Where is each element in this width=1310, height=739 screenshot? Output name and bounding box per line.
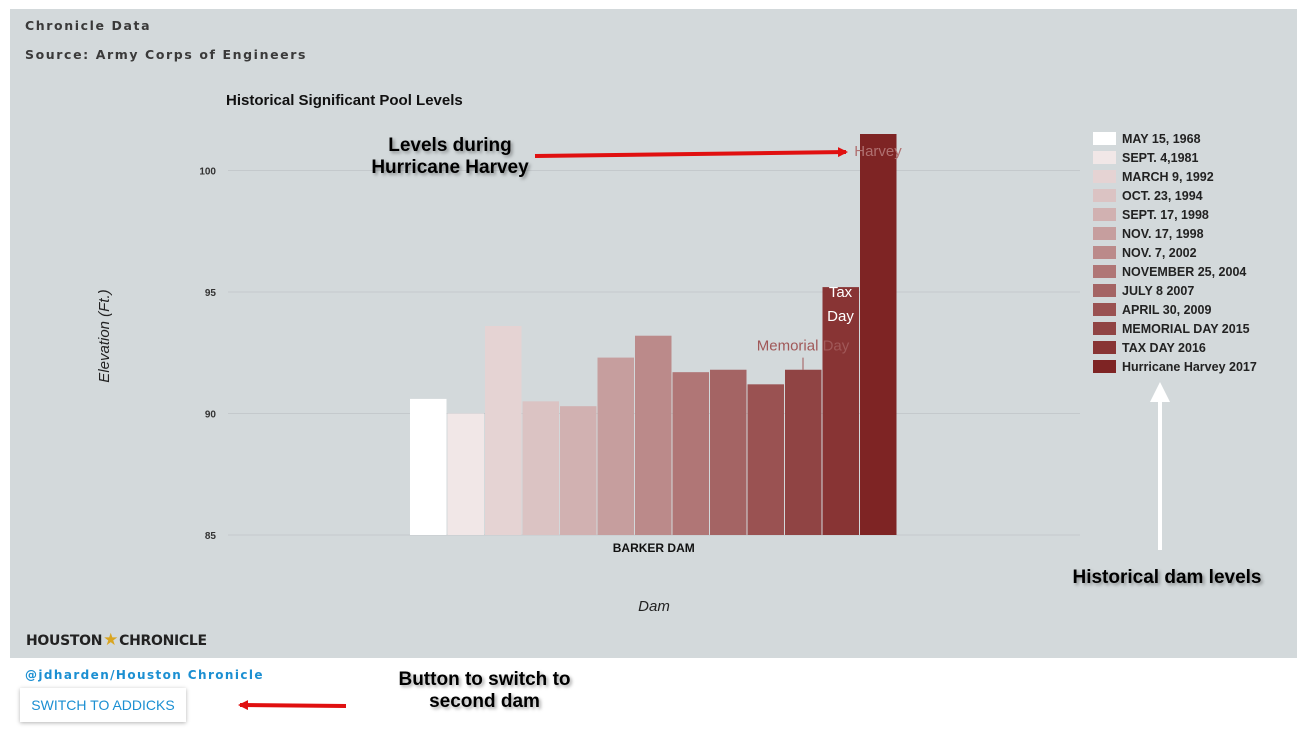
- legend-label: MARCH 9, 1992: [1122, 170, 1214, 184]
- legend-swatch: [1093, 170, 1116, 183]
- annotation-label: Harvey: [854, 143, 902, 160]
- logo-text-left: HOUSTON: [26, 632, 103, 649]
- legend-swatch: [1093, 151, 1116, 164]
- legend-label: JULY 8 2007: [1122, 284, 1194, 298]
- legend-swatch: [1093, 322, 1116, 335]
- chart-title: Historical Significant Pool Levels: [226, 92, 463, 109]
- credit-link[interactable]: @jdharden/Houston Chronicle: [25, 668, 264, 682]
- logo-text-right: CHRONICLE: [119, 632, 207, 649]
- houston-chronicle-logo: HOUSTON ★ CHRONICLE: [26, 632, 207, 649]
- annotation-label: Memorial Day: [757, 337, 850, 354]
- bar: [822, 287, 859, 535]
- bar: [672, 372, 709, 535]
- switch-dam-button[interactable]: SWITCH TO ADDICKS: [20, 688, 186, 722]
- legend-label: NOVEMBER 25, 2004: [1122, 265, 1246, 279]
- legend-swatch: [1093, 360, 1116, 373]
- legend-label: SEPT. 4,1981: [1122, 151, 1198, 165]
- legend-swatch: [1093, 246, 1116, 259]
- legend-label: SEPT. 17, 1998: [1122, 208, 1209, 222]
- bar: [560, 406, 597, 535]
- callout-harvey-levels: Levels during Hurricane Harvey: [371, 135, 529, 178]
- bar: [410, 398, 447, 535]
- legend-label: NOV. 17, 1998: [1122, 227, 1204, 241]
- legend-label: APRIL 30, 2009: [1122, 303, 1211, 317]
- legend-label: TAX DAY 2016: [1122, 341, 1206, 355]
- org-label: Chronicle Data: [25, 18, 152, 33]
- legend-swatch: [1093, 284, 1116, 297]
- legend-label: OCT. 23, 1994: [1122, 189, 1203, 203]
- source-label: Source: Army Corps of Engineers: [25, 47, 308, 62]
- legend-swatch: [1093, 132, 1116, 145]
- legend-label: MAY 15, 1968: [1122, 132, 1201, 146]
- bar: [710, 369, 747, 535]
- legend-swatch: [1093, 189, 1116, 202]
- x-category-label: BARKER DAM: [613, 541, 695, 555]
- y-tick-label: 95: [205, 288, 217, 299]
- callout-switch-button: Button to switch to second dam: [398, 669, 571, 712]
- x-axis-label: Dam: [638, 598, 670, 615]
- star-icon: ★: [103, 630, 119, 650]
- bar: [860, 134, 897, 535]
- bar: [522, 401, 559, 535]
- legend-swatch: [1093, 341, 1116, 354]
- callout-historical-levels: Historical dam levels: [1072, 567, 1262, 588]
- y-tick-label: 100: [199, 166, 216, 177]
- legend-swatch: [1093, 265, 1116, 278]
- bar: [597, 357, 634, 535]
- legend-swatch: [1093, 208, 1116, 221]
- chart-panel: [10, 9, 1297, 658]
- bar: [447, 413, 484, 535]
- y-tick-label: 85: [205, 531, 217, 542]
- annotation-label: Tax: [829, 284, 853, 301]
- legend-swatch: [1093, 303, 1116, 316]
- legend-swatch: [1093, 227, 1116, 240]
- annotation-label: Day: [827, 308, 854, 325]
- legend-label: Hurricane Harvey 2017: [1122, 360, 1257, 374]
- bar: [635, 335, 672, 535]
- bar: [485, 325, 522, 535]
- legend-label: NOV. 7, 2002: [1122, 246, 1197, 260]
- legend-label: MEMORIAL DAY 2015: [1122, 322, 1250, 336]
- bar: [747, 384, 784, 535]
- y-axis-label: Elevation (Ft.): [96, 289, 113, 382]
- y-tick-label: 90: [205, 409, 217, 420]
- bar: [785, 369, 822, 535]
